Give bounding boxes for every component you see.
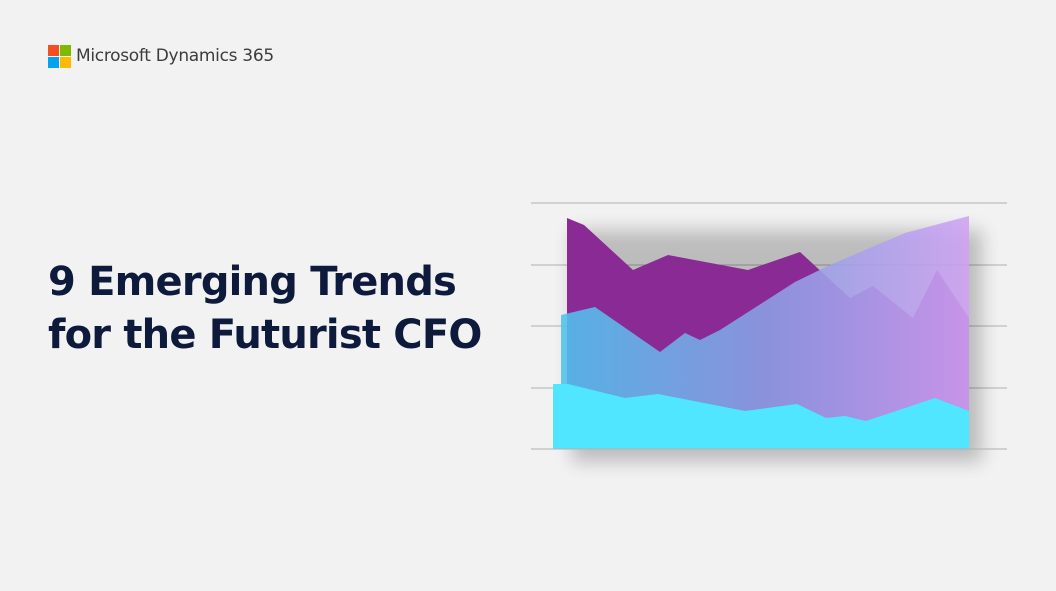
brand: Microsoft Dynamics 365 (76, 46, 274, 66)
title-line: for the Futurist CFO (48, 312, 482, 358)
logo (48, 45, 71, 68)
lavender-area (561, 216, 969, 449)
title: 9 Emerging Trends for the Futurist CFO (48, 256, 482, 362)
title-line: 9 Emerging Trends (48, 259, 457, 305)
cyan-area (553, 384, 969, 449)
